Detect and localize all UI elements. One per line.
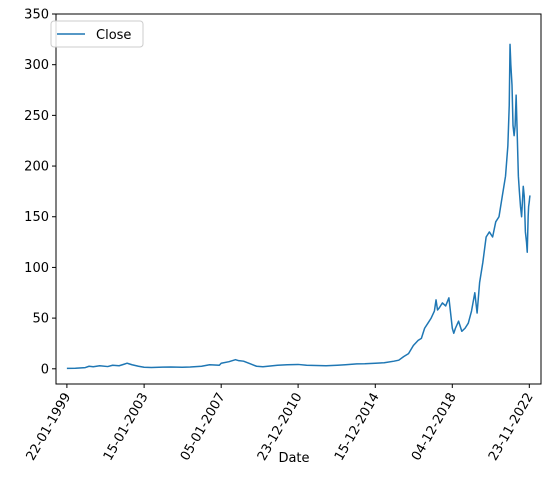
x-tick-label: 22-01-1999 bbox=[24, 391, 75, 464]
y-tick-label: 300 bbox=[24, 58, 49, 73]
x-tick-label: 15-12-2014 bbox=[332, 391, 383, 464]
x-tick-label: 15-01-2003 bbox=[101, 391, 152, 464]
legend-box bbox=[50, 20, 144, 48]
plot-area-frame bbox=[55, 13, 542, 385]
y-axis: 0 50 100 150 200 250 300 350 bbox=[24, 8, 56, 377]
y-tick-label: 250 bbox=[24, 109, 49, 124]
x-tick-label: 05-01-2007 bbox=[178, 391, 229, 464]
y-tick-label: 50 bbox=[32, 312, 49, 327]
legend-label-close: Close bbox=[96, 28, 131, 43]
y-tick-label: 100 bbox=[24, 261, 49, 276]
y-tick-label: 150 bbox=[24, 210, 49, 225]
y-tick-label: 200 bbox=[24, 160, 49, 175]
y-tick-label: 0 bbox=[41, 362, 49, 377]
x-tick-label: 04-12-2018 bbox=[409, 391, 460, 464]
y-tick-label: 350 bbox=[24, 8, 49, 23]
x-axis-label: Date bbox=[278, 451, 309, 466]
x-tick-label: 23-11-2022 bbox=[486, 391, 537, 464]
legend: Close bbox=[50, 20, 144, 48]
series-line-close bbox=[66, 43, 531, 370]
